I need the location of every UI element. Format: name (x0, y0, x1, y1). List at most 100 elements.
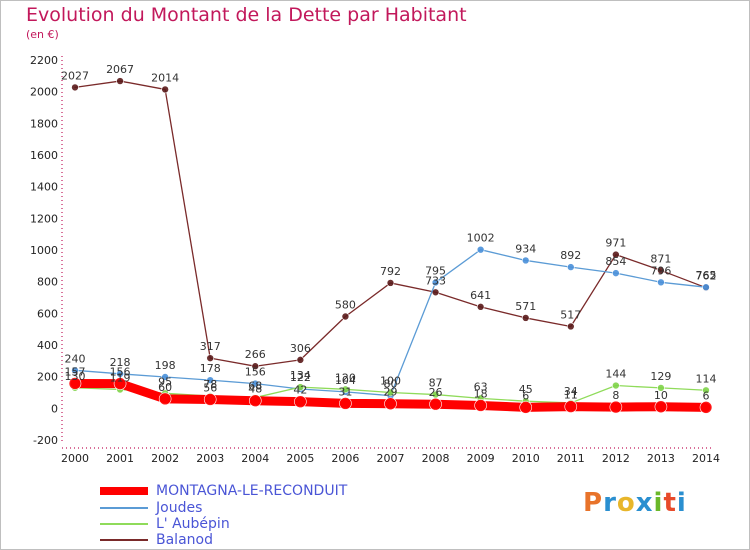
data-point (68, 377, 82, 390)
data-point (566, 322, 575, 331)
data-point (203, 393, 217, 406)
data-label: 240 (65, 352, 86, 365)
data-point (248, 394, 262, 408)
data-label: 796 (650, 264, 671, 277)
x-tick-label: 2000 (61, 452, 89, 465)
data-point (702, 386, 710, 395)
data-label: 34 (564, 385, 578, 398)
data-label: 641 (470, 289, 491, 302)
y-tick-label: 2000 (30, 86, 58, 99)
data-point (612, 381, 620, 390)
x-tick-label: 2011 (557, 452, 585, 465)
legend-label-aubepin: L' Aubépin (156, 516, 230, 532)
x-tick-label: 2002 (151, 452, 179, 465)
y-tick-label: 1000 (30, 244, 58, 257)
x-tick-label: 2008 (422, 452, 450, 465)
data-label: 871 (650, 252, 671, 265)
data-label: 6 (522, 389, 529, 402)
legend-swatch-joudes (100, 507, 148, 509)
data-point (521, 256, 530, 265)
data-point (296, 383, 305, 391)
brand-letter: t (663, 488, 677, 518)
legend-swatch-balanod (100, 539, 148, 541)
data-label: 63 (474, 380, 488, 393)
data-label: 218 (110, 356, 131, 369)
data-label: 122 (290, 371, 311, 384)
data-label: 45 (519, 383, 533, 396)
brand-letter: o (616, 488, 636, 518)
x-tick-label: 2012 (602, 452, 630, 465)
data-label: 134 (290, 369, 311, 382)
data-point (521, 314, 530, 322)
y-tick-label: 1800 (30, 117, 58, 130)
data-label: 6 (703, 389, 710, 402)
data-point (251, 379, 260, 388)
data-label: 571 (515, 300, 536, 313)
legend-swatch-aubepin (100, 523, 148, 525)
axes: -200 0 200 400 600 800 1000 1200 1400 1600 1800 200… (30, 54, 720, 465)
data-label: 68 (248, 380, 262, 393)
legend-label-joudes: Joudes (156, 500, 203, 516)
data-point (612, 250, 620, 259)
data-point (384, 397, 397, 411)
y-tick-label: 400 (37, 339, 58, 352)
data-point (158, 392, 172, 406)
data-point (339, 397, 352, 410)
brand-letter: i (653, 488, 664, 518)
data-point (251, 362, 260, 371)
data-point (341, 312, 350, 321)
data-point (116, 370, 124, 378)
data-label: 26 (429, 386, 443, 399)
data-label: 971 (605, 237, 626, 250)
legend-swatch-montagna (100, 487, 148, 495)
brand-letter: x (635, 488, 654, 518)
data-label: 95 (158, 375, 172, 388)
x-tick-label: 2003 (196, 452, 224, 465)
data-label: 198 (155, 359, 176, 372)
brand-letter: r (603, 488, 617, 518)
data-label: 2067 (106, 63, 134, 76)
chart-unit: (en €) (26, 28, 59, 41)
data-label: 29 (384, 386, 398, 399)
series-line (74, 80, 707, 367)
chart-title: Evolution du Montant de la Dette par Hab… (26, 4, 467, 26)
data-label: 2014 (151, 71, 179, 84)
x-tick-label: 2014 (692, 452, 720, 465)
data-point (564, 400, 578, 413)
legend-label-montagna: MONTAGNA-LE-RECONDUIT (156, 483, 348, 499)
data-label: 156 (110, 366, 131, 379)
data-label: 100 (380, 375, 401, 388)
x-tick-label: 2013 (647, 452, 675, 465)
data-label: 87 (429, 377, 443, 390)
x-tick-label: 2007 (377, 452, 405, 465)
data-point (519, 401, 533, 414)
data-point (566, 263, 575, 271)
x-tick-label: 2004 (241, 452, 269, 465)
data-label: 156 (245, 366, 266, 379)
data-label: 80 (384, 378, 398, 391)
data-point (702, 283, 710, 292)
y-tick-label: 600 (37, 307, 58, 320)
y-tick-label: 800 (37, 276, 58, 289)
data-point (386, 279, 395, 287)
data-point (476, 303, 485, 311)
y-tick-label: 0 (51, 402, 58, 415)
data-label: 129 (650, 370, 671, 383)
data-label: 144 (605, 368, 626, 381)
data-point (206, 354, 215, 362)
data-labels: 157 156 60 56 48 42 31 29 26 18 6 11 8 10 6 240 218 198 17… (61, 63, 717, 402)
data-label: 934 (515, 242, 536, 255)
data-point (116, 77, 124, 85)
y-tick-label: 1600 (30, 149, 58, 162)
data-point (386, 388, 395, 397)
legend-label-balanod: Balanod (156, 532, 213, 548)
data-point (71, 366, 79, 375)
data-label: 114 (696, 372, 717, 385)
data-label: 792 (380, 265, 401, 278)
data-label: 48 (248, 383, 262, 396)
data-label: 18 (474, 387, 488, 400)
data-label: 765 (696, 269, 717, 282)
data-label: 892 (560, 249, 581, 262)
data-label: 10 (654, 389, 668, 402)
